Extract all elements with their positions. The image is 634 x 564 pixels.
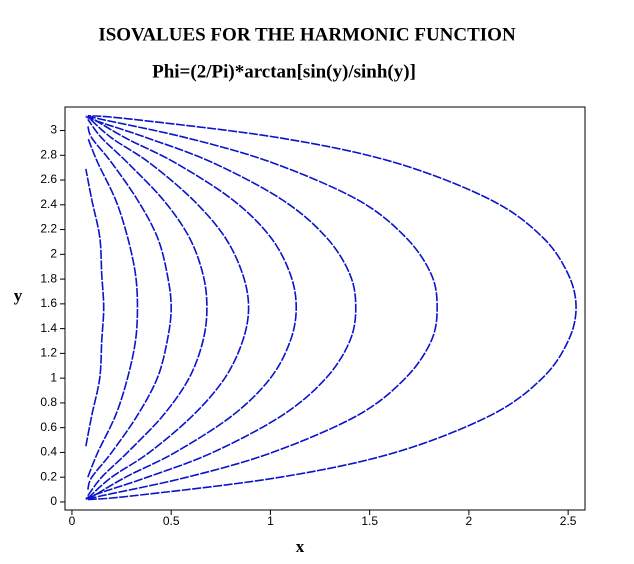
y-tick-label: 2.6 bbox=[40, 172, 57, 186]
x-axis-label: x bbox=[296, 537, 305, 556]
x-tick-label: 0.5 bbox=[163, 514, 180, 528]
y-axis-label: y bbox=[14, 286, 23, 305]
isoline bbox=[87, 114, 577, 501]
y-tick-label: 0.6 bbox=[40, 420, 57, 434]
isoline bbox=[87, 114, 438, 501]
x-tick-label: 1.5 bbox=[361, 514, 378, 528]
chart-title: ISOVALUES FOR THE HARMONIC FUNCTION bbox=[98, 24, 516, 45]
isoline bbox=[85, 114, 357, 501]
y-tick-label: 1 bbox=[50, 370, 57, 384]
y-tick-label: 0.2 bbox=[40, 469, 57, 483]
isoline bbox=[87, 137, 139, 478]
y-tick-label: 2.8 bbox=[40, 147, 57, 161]
plot-frame bbox=[64, 106, 586, 511]
isoline bbox=[87, 114, 298, 501]
isoline bbox=[87, 116, 250, 499]
y-tick-label: 0 bbox=[50, 494, 57, 508]
y-tick-label: 1.6 bbox=[40, 296, 57, 310]
y-tick-label: 1.8 bbox=[40, 271, 57, 285]
y-tick-label: 1.4 bbox=[40, 321, 57, 335]
isoline bbox=[87, 118, 208, 497]
y-tick-label: 3 bbox=[50, 123, 57, 137]
x-tick-label: 2.5 bbox=[560, 514, 577, 528]
chart-subtitle: Phi=(2/Pi)*arctan[sin(y)/sinh(y)] bbox=[152, 61, 416, 82]
x-tick-label: 0 bbox=[69, 514, 76, 528]
y-tick-label: 2.4 bbox=[40, 197, 57, 211]
y-tick-label: 2 bbox=[50, 247, 57, 261]
y-tick-label: 0.8 bbox=[40, 395, 57, 409]
x-tick-label: 1 bbox=[267, 514, 274, 528]
isoline bbox=[87, 125, 172, 490]
y-tick-label: 1.2 bbox=[40, 346, 57, 360]
isoline bbox=[85, 168, 105, 447]
y-tick-label: 0.4 bbox=[40, 445, 57, 459]
y-tick-label: 2.2 bbox=[40, 222, 57, 236]
x-tick-label: 2 bbox=[466, 514, 473, 528]
